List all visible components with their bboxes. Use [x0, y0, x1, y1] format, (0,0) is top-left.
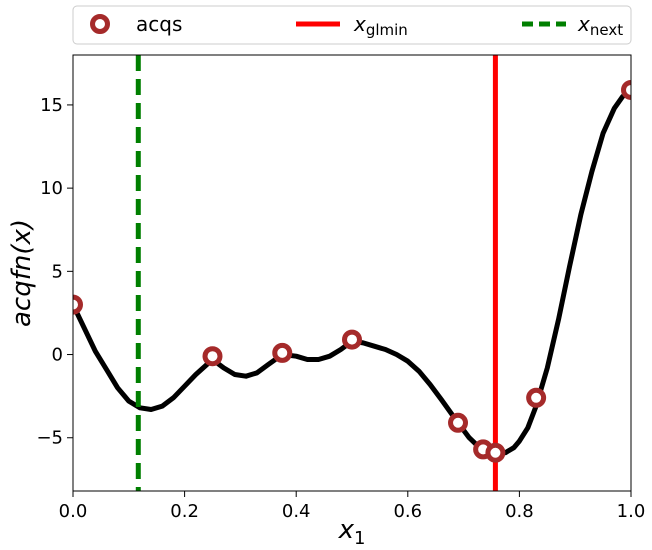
- x-tick-label: 0.2: [170, 501, 199, 522]
- axes-frame: [72, 54, 632, 492]
- legend-xnext-main: x: [577, 12, 590, 36]
- x-axis-title-main: x: [338, 515, 355, 545]
- legend-xglmin-main: x: [353, 12, 366, 36]
- x-tick-label: 1.0: [617, 501, 646, 522]
- acq-point: [73, 294, 83, 315]
- y-tick-label: 10: [40, 178, 63, 199]
- plot-area: [73, 55, 631, 491]
- acq-point: [202, 346, 223, 367]
- acq-point: [272, 342, 293, 363]
- legend-acqs-marker: [90, 14, 110, 34]
- x-tick-label: 0.4: [282, 501, 311, 522]
- x-axis-title-sub: 1: [354, 528, 365, 549]
- legend: acqs xglmin xnext: [72, 5, 632, 45]
- x-tick-label: 0.8: [505, 501, 534, 522]
- y-tick-label: 0: [52, 345, 63, 366]
- legend-acqs-label: acqs: [136, 12, 182, 36]
- acq-point: [342, 329, 362, 350]
- y-tick-label: 15: [40, 95, 63, 116]
- x-tick-label: 0.0: [59, 501, 88, 522]
- legend-xnext-sub: next: [590, 21, 623, 39]
- x-tick-label: 0.6: [393, 501, 422, 522]
- legend-xglmin-sub: glmin: [366, 21, 408, 39]
- acqfn-curve: [73, 87, 631, 457]
- y-axis: −5 0 5 10 15: [36, 95, 73, 449]
- legend-xnext-label: xnext: [577, 12, 623, 39]
- legend-xglmin-label: xglmin: [353, 12, 408, 39]
- acq-point: [448, 412, 469, 433]
- legend-frame: [72, 5, 632, 45]
- x-axis: 0.0 0.2 0.4 0.6 0.8 1.0: [59, 491, 646, 522]
- y-tick-label: −5: [36, 428, 63, 449]
- y-axis-title: acqfn(x): [7, 219, 37, 327]
- acq-point: [526, 387, 547, 408]
- x-axis-title: x1: [338, 515, 366, 549]
- y-tick-label: 5: [52, 261, 63, 282]
- acq-point: [621, 79, 631, 100]
- acq-point: [485, 442, 506, 463]
